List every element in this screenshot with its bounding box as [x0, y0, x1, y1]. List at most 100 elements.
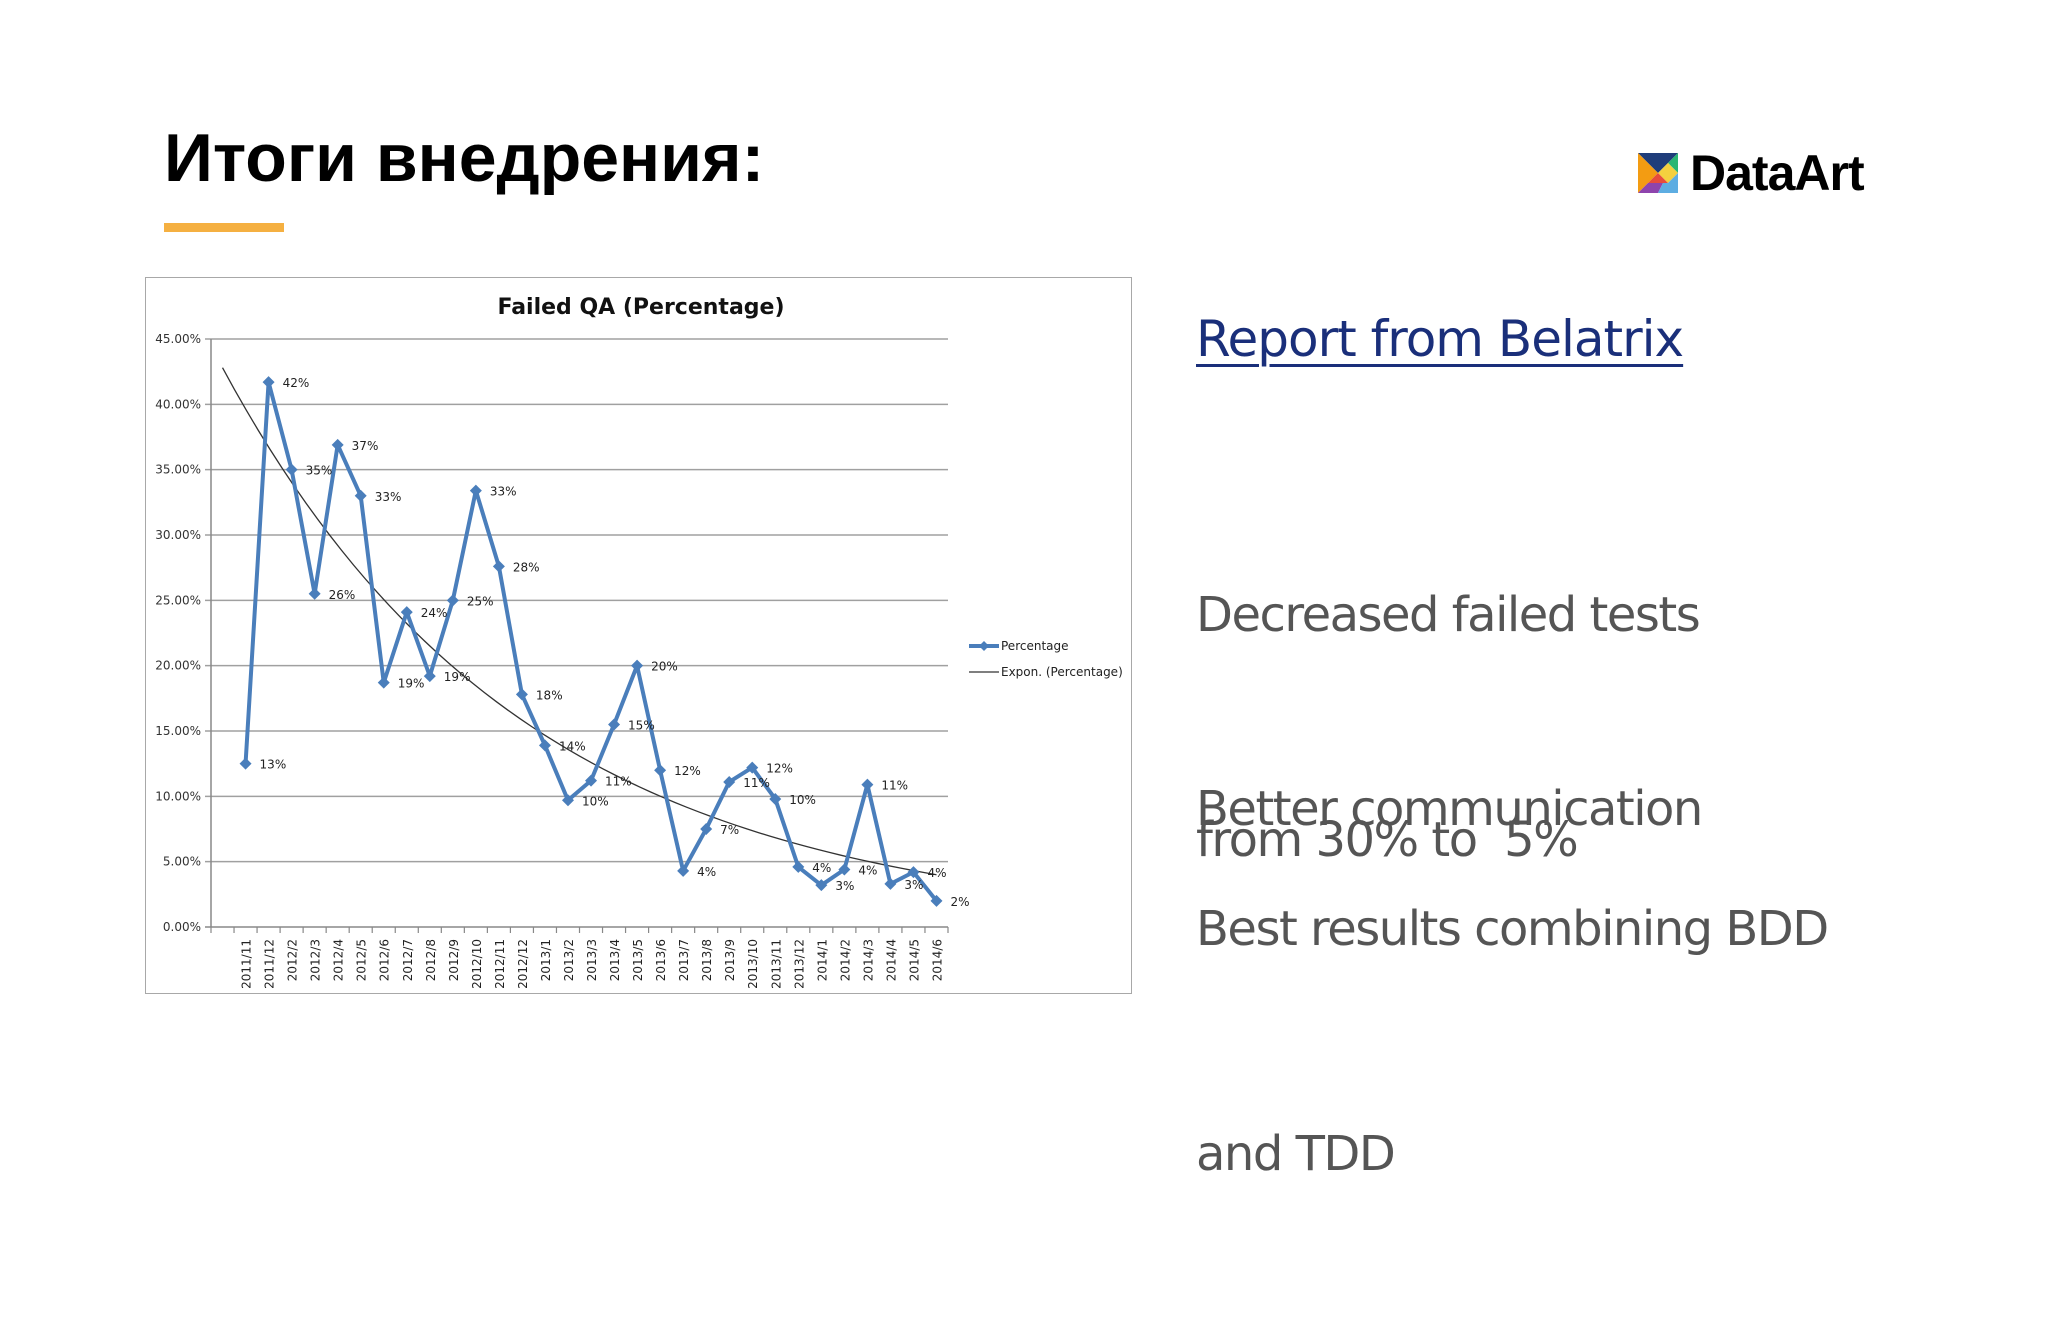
failed-qa-chart: Failed QA (Percentage) 0.00% 5.00% 10.00% 15… — [145, 277, 1132, 994]
x-tick-label: 2013/2 — [562, 939, 576, 981]
x-tick-label: 2012/6 — [378, 939, 392, 981]
data-point-marker — [423, 670, 436, 683]
x-tick-label: 2013/4 — [608, 939, 622, 981]
bullet-line: Best results combining BDD — [1196, 901, 1829, 957]
x-tick-label: 2012/3 — [309, 939, 323, 981]
data-label: 28% — [513, 560, 540, 574]
data-label: 4% — [812, 861, 831, 875]
data-point-marker — [469, 484, 482, 497]
data-label: 20% — [651, 660, 678, 674]
dataart-tangram-logo-icon — [1638, 153, 1678, 193]
x-tick-label: 2011/11 — [240, 939, 254, 989]
y-tick-label: 20.00% — [155, 659, 201, 673]
bullet-line: Decreased failed tests — [1196, 587, 1701, 643]
x-tick-label: 2013/12 — [792, 939, 806, 989]
data-label: 10% — [789, 793, 816, 807]
x-tick-label: 2014/4 — [884, 939, 898, 981]
data-label: 37% — [352, 439, 379, 453]
title-accent-bar — [164, 223, 284, 232]
right-panel: Report from Belatrix Decreased failed te… — [1196, 310, 1976, 1182]
x-tick-label: 2013/3 — [585, 939, 599, 981]
belatrix-report-link[interactable]: Report from Belatrix — [1196, 310, 1684, 368]
data-point-marker — [654, 764, 667, 777]
data-point-marker — [677, 864, 690, 877]
y-tick-label: 0.00% — [163, 920, 201, 934]
data-label: 33% — [490, 485, 517, 499]
data-point-marker — [723, 775, 736, 788]
legend-percentage-label: Percentage — [1001, 639, 1069, 653]
data-label: 25% — [467, 594, 494, 608]
data-label: 33% — [375, 490, 402, 504]
bullet-decreased-failed-tests: Decreased failed tests from 30% to 5% — [1196, 428, 1701, 1028]
x-tick-label: 2012/9 — [447, 939, 461, 981]
data-label: 12% — [766, 762, 793, 776]
data-label: 4% — [697, 865, 716, 879]
data-point-marker — [538, 739, 551, 752]
data-point-marker — [585, 774, 598, 787]
data-point-marker — [262, 376, 275, 389]
bullet-line: Better communication — [1196, 781, 1703, 837]
data-label: 2% — [950, 895, 969, 909]
data-label: 3% — [904, 878, 923, 892]
data-point-marker — [769, 792, 782, 805]
data-point-marker — [631, 659, 644, 672]
y-tick-label: 5.00% — [163, 855, 201, 869]
x-tick-label: 2014/3 — [861, 939, 875, 981]
data-label: 19% — [444, 670, 471, 684]
x-tick-label: 2011/12 — [263, 939, 277, 989]
data-point-marker — [861, 778, 874, 791]
legend-marker — [979, 641, 989, 651]
slide-title: Итоги внедрения: — [164, 120, 765, 196]
data-point-marker — [907, 866, 920, 879]
x-tick-label: 2013/8 — [700, 939, 714, 981]
data-point-marker — [930, 894, 943, 907]
data-label: 11% — [605, 775, 632, 789]
data-label: 42% — [283, 376, 310, 390]
bullet-better-communication: Better communication — [1196, 622, 1703, 997]
y-tick-label: 40.00% — [155, 397, 201, 411]
data-label: 7% — [720, 823, 739, 837]
data-label: 24% — [421, 606, 448, 620]
data-label: 19% — [398, 677, 425, 691]
exponential-trendline — [221, 367, 937, 876]
x-tick-label: 2012/8 — [424, 939, 438, 981]
data-label: 10% — [582, 794, 609, 808]
data-point-marker — [561, 794, 574, 807]
y-tick-label: 30.00% — [155, 528, 201, 542]
x-tick-label: 2013/10 — [746, 939, 760, 989]
data-point-marker — [400, 606, 413, 619]
y-tick-label: 25.00% — [155, 593, 201, 607]
data-point-marker — [377, 676, 390, 689]
x-tick-label: 2012/11 — [493, 939, 507, 989]
data-point-marker — [746, 761, 759, 774]
logo-text: DataArt — [1690, 145, 1865, 201]
y-tick-label: 35.00% — [155, 463, 201, 477]
x-tick-label: 2012/7 — [401, 939, 415, 981]
data-point-marker — [608, 718, 621, 731]
data-point-marker — [515, 688, 528, 701]
data-point-marker — [285, 463, 298, 476]
chart-title: Failed QA (Percentage) — [497, 295, 784, 320]
data-point-marker — [308, 587, 321, 600]
data-point-marker — [239, 757, 252, 770]
x-tick-label: 2013/6 — [654, 939, 668, 981]
y-tick-label: 45.00% — [155, 332, 201, 346]
data-point-marker — [815, 879, 828, 892]
data-label: 3% — [835, 879, 854, 893]
bullet-bdd-tdd: Best results combining BDD and TDD — [1196, 742, 1829, 1342]
x-tick-label: 2012/4 — [332, 939, 346, 981]
x-tick-label: 2014/5 — [907, 939, 921, 981]
bullet-line: and TDD — [1196, 1126, 1396, 1182]
dataart-logo: DataArt — [1638, 145, 1865, 201]
data-label: 4% — [858, 864, 877, 878]
data-label: 15% — [628, 718, 655, 732]
x-tick-label: 2013/1 — [539, 939, 553, 981]
data-label: 14% — [559, 739, 586, 753]
data-label: 18% — [536, 688, 563, 702]
x-tick-label: 2012/5 — [355, 939, 369, 981]
chart-canvas: Failed QA (Percentage) 0.00% 5.00% 10.00% 15… — [155, 295, 1123, 989]
x-tick-label: 2013/7 — [677, 939, 691, 981]
data-label: 4% — [927, 866, 946, 880]
data-point-marker — [331, 438, 344, 451]
x-tick-label: 2012/12 — [516, 939, 530, 989]
